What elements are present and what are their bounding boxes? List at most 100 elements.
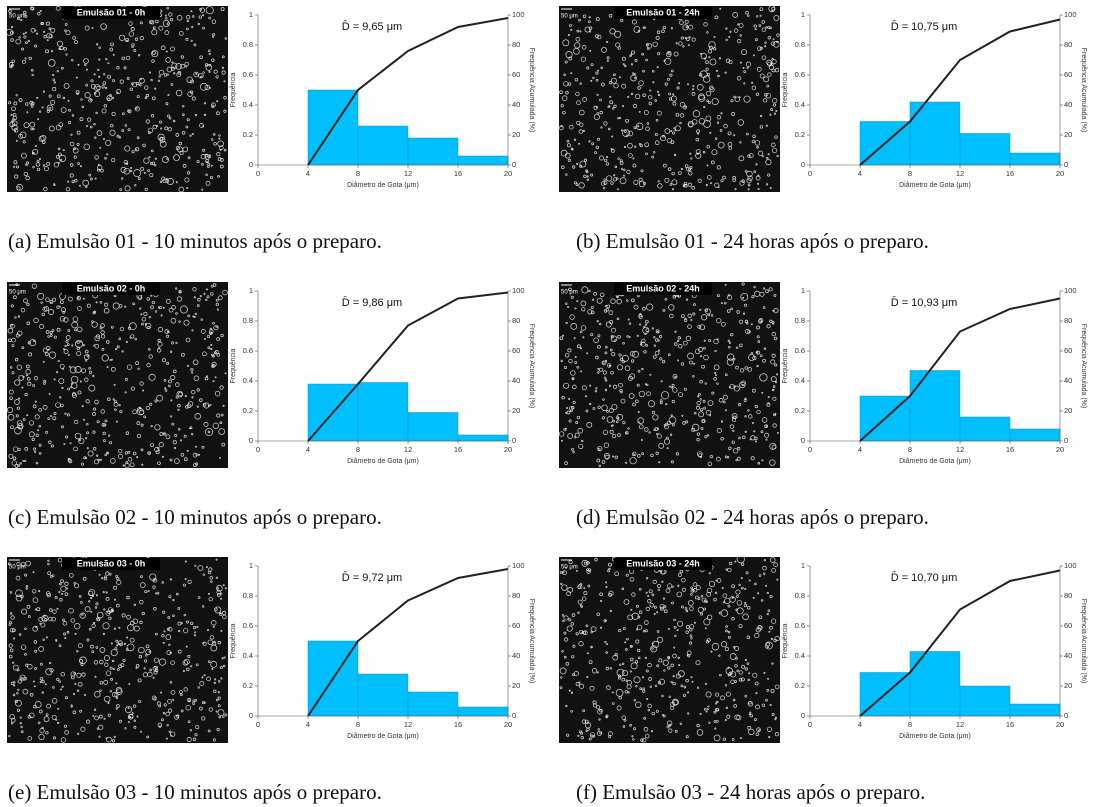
x-tick-label: 0 xyxy=(808,720,812,729)
x-tick-label: 8 xyxy=(356,169,360,178)
y-tick-label: 0.4 xyxy=(243,100,253,109)
chart: 04812162000.20.40.60.81020406080100Diâme… xyxy=(230,10,535,189)
x-tick-label: 12 xyxy=(404,169,412,178)
y2-tick-label: 40 xyxy=(1064,376,1072,385)
y-tick-label: 1 xyxy=(801,286,805,295)
y2-tick-label: 100 xyxy=(512,10,525,19)
y2-axis-label: Frequência Acumulada (%) xyxy=(1080,599,1087,683)
x-tick-label: 16 xyxy=(454,445,462,454)
caption: (d) Emulsão 02 - 24 horas após o preparo… xyxy=(576,505,929,529)
y-tick-label: 0.8 xyxy=(243,591,253,600)
x-tick-label: 0 xyxy=(808,169,812,178)
x-tick-label: 8 xyxy=(908,445,912,454)
annotation: D̄ = 9,65 μm xyxy=(342,20,402,33)
micrograph: Emulsão 01 - 0h50 μm xyxy=(6,6,228,192)
x-tick-label: 20 xyxy=(1056,445,1064,454)
scale-label: 50 μm xyxy=(9,14,26,20)
y2-tick-label: 0 xyxy=(512,160,516,169)
y-tick-label: 0.6 xyxy=(795,346,805,355)
x-tick-label: 16 xyxy=(1006,445,1014,454)
y2-tick-label: 80 xyxy=(1064,40,1072,49)
y2-tick-label: 40 xyxy=(512,100,520,109)
panel: Emulsão 03 - 0h50 μm04812162000.20.40.60… xyxy=(7,557,535,804)
y2-tick-label: 80 xyxy=(512,316,520,325)
bar xyxy=(358,126,408,165)
y-tick-label: 0.2 xyxy=(243,681,253,690)
y2-tick-label: 40 xyxy=(512,376,520,385)
y2-tick-label: 80 xyxy=(1064,316,1072,325)
y-axis-label: Frequência xyxy=(782,623,789,658)
x-tick-label: 8 xyxy=(908,720,912,729)
chart: 04812162000.20.40.60.81020406080100Diâme… xyxy=(782,10,1087,189)
y2-tick-label: 20 xyxy=(1064,406,1072,415)
y-tick-label: 0.8 xyxy=(795,40,805,49)
micrograph: Emulsão 02 - 0h50 μm xyxy=(7,282,228,468)
panel: Emulsão 02 - 0h50 μm04812162000.20.40.60… xyxy=(7,282,535,529)
y2-axis-label: Frequência Acumulada (%) xyxy=(1080,324,1087,408)
chart: 04812162000.20.40.60.81020406080100Diâme… xyxy=(230,286,535,465)
annotation: D̄ = 10,70 μm xyxy=(891,571,958,584)
bar xyxy=(910,652,960,717)
y2-tick-label: 80 xyxy=(512,40,520,49)
caption: (b) Emulsão 01 - 24 horas após o preparo… xyxy=(576,229,929,253)
chart: 04812162000.20.40.60.81020406080100Diâme… xyxy=(230,561,535,740)
scale-label: 50 μm xyxy=(9,290,26,296)
x-tick-label: 4 xyxy=(306,720,310,729)
y-tick-label: 0.6 xyxy=(243,346,253,355)
y-axis-label: Frequência xyxy=(230,72,237,107)
y-tick-label: 0 xyxy=(249,436,253,445)
micrograph: Emulsão 03 - 24h50 μm xyxy=(559,555,780,743)
y-tick-label: 0.4 xyxy=(795,651,805,660)
x-axis-label: Diâmetro de Gota (μm) xyxy=(347,733,419,740)
x-tick-label: 0 xyxy=(256,445,260,454)
caption: (a) Emulsão 01 - 10 minutos após o prepa… xyxy=(8,229,382,253)
x-axis-label: Diâmetro de Gota (μm) xyxy=(347,182,419,189)
y2-tick-label: 80 xyxy=(512,591,520,600)
caption: (c) Emulsão 02 - 10 minutos após o prepa… xyxy=(8,505,382,529)
x-tick-label: 12 xyxy=(956,445,964,454)
x-axis-label: Diâmetro de Gota (μm) xyxy=(899,458,971,465)
bar xyxy=(960,417,1010,441)
y2-tick-label: 20 xyxy=(1064,681,1072,690)
micrograph-background xyxy=(559,557,780,743)
bar xyxy=(408,692,458,716)
x-tick-label: 16 xyxy=(1006,720,1014,729)
y-tick-label: 0.8 xyxy=(795,316,805,325)
bar xyxy=(910,371,960,442)
y2-tick-label: 80 xyxy=(1064,591,1072,600)
bar xyxy=(358,674,408,716)
x-tick-label: 0 xyxy=(256,720,260,729)
y2-tick-label: 0 xyxy=(512,711,516,720)
y-tick-label: 1 xyxy=(249,10,253,19)
y2-axis-label: Frequência Acumulada (%) xyxy=(528,599,535,683)
y-tick-label: 1 xyxy=(249,286,253,295)
micrograph: Emulsão 03 - 0h50 μm xyxy=(7,557,228,743)
y-tick-label: 0.2 xyxy=(795,406,805,415)
annotation: D̄ = 10,75 μm xyxy=(891,20,958,33)
y-tick-label: 0.6 xyxy=(243,621,253,630)
y-tick-label: 1 xyxy=(801,10,805,19)
x-tick-label: 4 xyxy=(306,169,310,178)
y2-tick-label: 100 xyxy=(512,561,525,570)
bar xyxy=(960,686,1010,716)
caption: (f) Emulsão 03 - 24 horas após o preparo… xyxy=(576,780,925,804)
x-tick-label: 20 xyxy=(504,169,512,178)
x-tick-label: 12 xyxy=(956,169,964,178)
y2-tick-label: 0 xyxy=(1064,711,1068,720)
y-tick-label: 0 xyxy=(801,436,805,445)
y2-axis-label: Frequência Acumulada (%) xyxy=(528,324,535,408)
x-tick-label: 12 xyxy=(956,720,964,729)
panel: Emulsão 01 - 24h50 μm04812162000.20.40.6… xyxy=(559,6,1087,253)
x-axis-label: Diâmetro de Gota (μm) xyxy=(899,182,971,189)
micrograph: Emulsão 01 - 24h50 μm xyxy=(559,6,780,192)
y2-tick-label: 40 xyxy=(512,651,520,660)
y2-tick-label: 60 xyxy=(1064,621,1072,630)
bar xyxy=(458,156,508,165)
y2-tick-label: 100 xyxy=(1064,561,1077,570)
y2-tick-label: 0 xyxy=(1064,436,1068,445)
y-tick-label: 0.6 xyxy=(795,621,805,630)
y-axis-label: Frequência xyxy=(230,623,237,658)
y-tick-label: 0 xyxy=(801,711,805,720)
x-tick-label: 20 xyxy=(504,445,512,454)
